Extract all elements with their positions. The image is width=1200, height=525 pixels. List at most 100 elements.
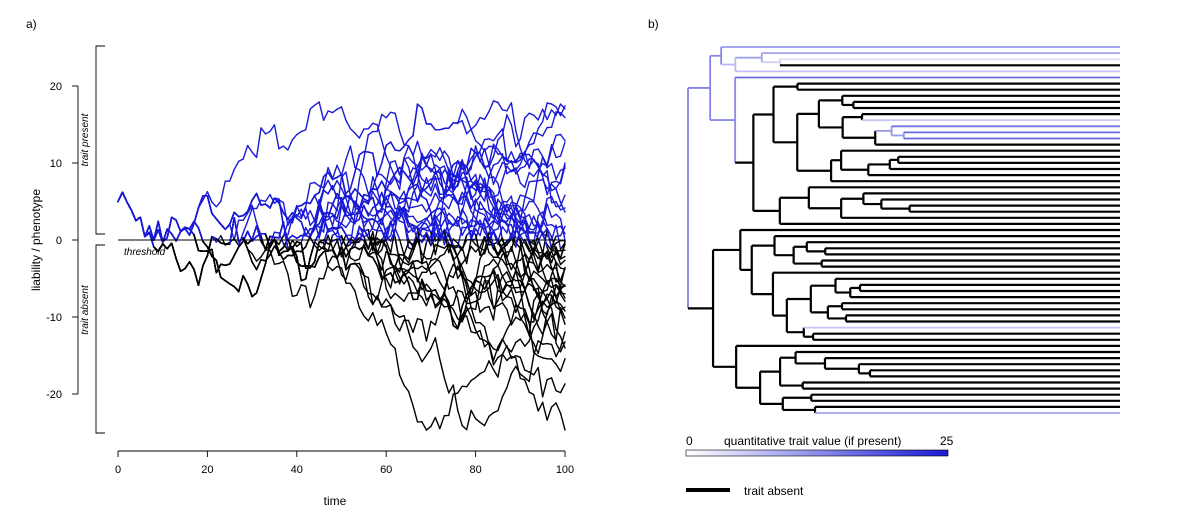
- lineage-segment: [533, 319, 539, 328]
- lineage-segment: [470, 219, 477, 223]
- lineage-segment: [282, 260, 289, 275]
- region-bracket: [95, 244, 105, 434]
- lineage-segment: [345, 249, 352, 268]
- lineage-segment: [461, 266, 468, 280]
- lineage-segment: [506, 151, 513, 162]
- lineage-segment: [439, 127, 446, 131]
- lineage-segment: [322, 242, 329, 268]
- lineage-segment: [331, 226, 338, 230]
- lineage-segment: [439, 165, 446, 169]
- lineage-segment: [550, 213, 557, 219]
- lineage-segment: [555, 213, 562, 220]
- lineage-segment: [394, 149, 401, 152]
- lineage-segment: [483, 305, 490, 309]
- lineage-segment: [372, 188, 378, 191]
- lineage-segment: [345, 187, 352, 195]
- lineage-segment: [541, 297, 548, 305]
- lineage-segment: [376, 221, 383, 231]
- lineage-segment: [465, 220, 472, 240]
- lineage-segment: [331, 108, 338, 114]
- lineage-segment: [430, 183, 437, 197]
- lineage-segment: [550, 295, 557, 304]
- lineage-segment: [497, 279, 504, 302]
- lineage-segment: [260, 240, 267, 250]
- lineage-segment: [412, 346, 419, 353]
- lineage-segment: [452, 169, 459, 187]
- lineage-segment: [340, 226, 347, 236]
- lineage-segment: [506, 257, 513, 271]
- lineage-segment: [550, 377, 557, 392]
- lineage-segment: [385, 161, 392, 184]
- lineage-segment: [215, 200, 222, 208]
- lineage-segment: [439, 147, 446, 160]
- lineage-segment: [465, 379, 472, 388]
- lineage-segment: [425, 347, 432, 357]
- lineage-segment: [318, 245, 325, 252]
- lineage-segment: [372, 241, 378, 245]
- lineage-segment: [479, 238, 486, 256]
- lineage-segment: [452, 238, 459, 244]
- lineage-segment: [376, 264, 383, 280]
- lineage-segment: [461, 239, 468, 250]
- lineage-segment: [452, 192, 459, 204]
- lineage-segment: [479, 217, 486, 237]
- lineage-segment: [501, 128, 508, 162]
- lineage-segment: [434, 337, 441, 361]
- lineage-segment: [403, 145, 410, 159]
- lineage-segment: [537, 325, 544, 336]
- lineage-segment: [443, 377, 450, 394]
- lineage-segment: [533, 286, 539, 295]
- colorbar-title: quantitative trait value (if present): [724, 434, 901, 448]
- lineage-segment: [465, 245, 472, 259]
- lineage-segment: [555, 250, 562, 266]
- lineage-segment: [385, 235, 392, 241]
- lineage-segment: [470, 307, 477, 311]
- lineage-segment: [519, 356, 526, 371]
- lineage-segment: [305, 201, 311, 205]
- lineage-segment: [264, 193, 271, 203]
- lineage-segment: [474, 372, 481, 379]
- lineage-segment: [515, 167, 521, 184]
- lineage-segment: [318, 220, 325, 239]
- lineage-segment: [381, 258, 387, 290]
- lineage-segment: [358, 262, 365, 275]
- lineage-segment: [278, 198, 285, 226]
- lineage-segment: [541, 357, 548, 360]
- lineage-segment: [559, 383, 566, 394]
- lineage-segment: [519, 287, 526, 318]
- lineage-segment: [461, 256, 468, 265]
- lineage-segment: [394, 209, 401, 220]
- lineage-segment: [309, 181, 316, 185]
- lineage-segment: [398, 296, 405, 302]
- lineage-segment: [322, 189, 329, 195]
- lineage-segment: [434, 228, 441, 239]
- lineage-segment: [224, 223, 231, 231]
- lineage-segment: [434, 213, 441, 220]
- lineage-segment: [300, 221, 307, 237]
- lineage-segment: [510, 288, 517, 304]
- lineage-segment: [465, 157, 472, 168]
- lineage-segment: [470, 124, 477, 131]
- lineage-segment: [349, 127, 356, 134]
- lineage-segment: [309, 194, 316, 205]
- lineage-segment: [519, 279, 526, 291]
- lineage-segment: [559, 133, 566, 142]
- lineage-segment: [412, 280, 419, 294]
- lineage-segment: [246, 283, 253, 298]
- lineage-segment: [340, 234, 347, 248]
- lineage-segment: [291, 246, 298, 258]
- lineage-segment: [474, 195, 481, 203]
- lineage-segment: [524, 312, 530, 325]
- lineage-segment: [519, 338, 526, 347]
- lineage-segment: [313, 244, 320, 252]
- y-axis-title: liability / phenotype: [29, 189, 43, 291]
- lineage-segment: [318, 205, 325, 214]
- lineage-segment: [416, 265, 423, 270]
- lineage-segment: [559, 255, 566, 260]
- lineage-segment: [233, 285, 240, 293]
- lineage-segment: [376, 189, 383, 209]
- lineage-segment: [524, 379, 530, 393]
- lineage-segment: [452, 216, 459, 226]
- lineage-segment: [461, 120, 468, 135]
- lineage-segment: [425, 234, 432, 247]
